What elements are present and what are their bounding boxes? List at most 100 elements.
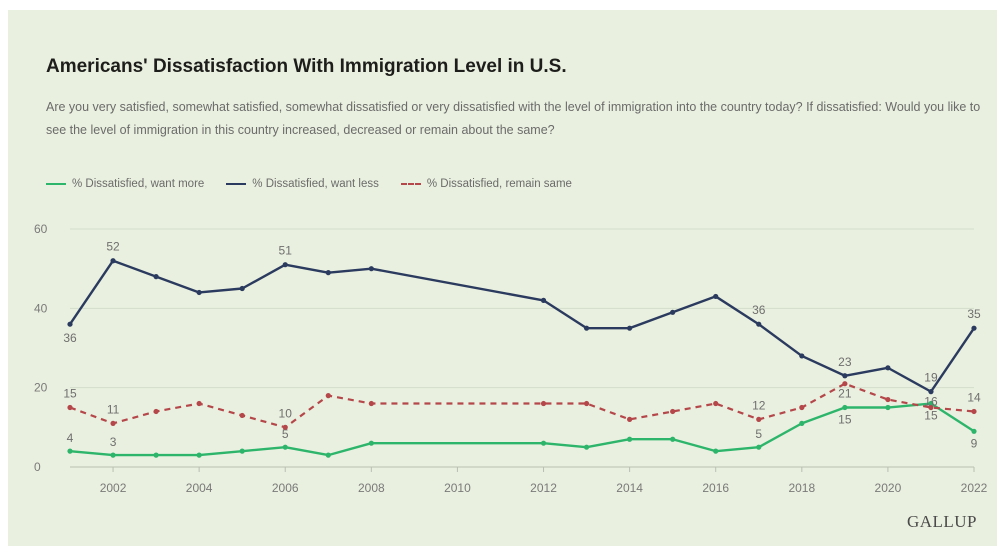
data-point-remain-same-2022 xyxy=(971,408,977,415)
data-point-want-more-2006 xyxy=(282,444,288,450)
chart-legend: % Dissatisfied, want more % Dissatisfied… xyxy=(46,178,572,190)
data-point-remain-same-2008 xyxy=(368,400,374,407)
data-point-want-more-2020 xyxy=(885,404,891,411)
data-point-want-less-2013 xyxy=(583,325,590,331)
legend-swatch-want-more xyxy=(46,183,66,185)
data-point-want-less-2017 xyxy=(756,321,762,327)
data-point-want-more-2012 xyxy=(540,440,547,446)
data-label-want-less-2019: 23 xyxy=(838,355,852,369)
data-label-want-more-2002: 3 xyxy=(110,435,117,449)
data-label-want-more-2006: 5 xyxy=(282,427,289,441)
data-point-want-less-2021 xyxy=(928,389,934,395)
data-point-want-less-2018 xyxy=(799,353,805,359)
x-tick-label-2002: 2002 xyxy=(100,481,127,495)
legend-item-want-more: % Dissatisfied, want more xyxy=(46,178,204,190)
data-point-remain-same-2019 xyxy=(842,381,848,387)
data-label-want-more-2021: 15 xyxy=(924,409,938,423)
data-point-remain-same-2015 xyxy=(670,408,676,415)
data-point-want-more-2004 xyxy=(196,452,202,458)
chart-card: Americans' Dissatisfaction With Immigrat… xyxy=(8,10,997,546)
data-point-remain-same-2005 xyxy=(239,412,245,419)
data-point-want-less-2002 xyxy=(110,258,116,264)
x-tick-label-2012: 2012 xyxy=(530,481,557,495)
data-point-want-less-2007 xyxy=(325,270,331,276)
data-label-remain-same-2021: 16 xyxy=(924,395,938,409)
y-tick-label-0: 0 xyxy=(34,460,41,474)
legend-swatch-want-less xyxy=(226,183,247,185)
data-point-want-more-2017 xyxy=(756,444,762,450)
data-point-want-less-2015 xyxy=(670,309,676,315)
data-point-remain-same-2003 xyxy=(153,408,159,415)
data-point-want-less-2019 xyxy=(842,373,848,379)
data-label-want-more-2017: 5 xyxy=(755,427,762,441)
data-point-want-less-2008 xyxy=(368,266,374,272)
data-point-remain-same-2016 xyxy=(713,400,719,407)
data-point-want-more-2015 xyxy=(670,436,676,442)
data-point-want-more-2022 xyxy=(971,428,977,434)
data-point-remain-same-2001 xyxy=(67,404,73,411)
data-label-want-less-2021: 19 xyxy=(924,371,938,385)
x-tick-label-2004: 2004 xyxy=(186,481,213,495)
data-point-remain-same-2004 xyxy=(196,400,202,407)
data-label-want-less-2002: 52 xyxy=(106,240,120,254)
data-point-want-less-2020 xyxy=(885,365,891,371)
data-point-want-less-2001 xyxy=(67,321,73,327)
chart-subtitle: Are you very satisfied, somewhat satisfi… xyxy=(46,100,981,137)
data-label-remain-same-2022: 14 xyxy=(967,390,981,404)
data-point-remain-same-2006 xyxy=(282,424,288,430)
legend-item-remain-same: % Dissatisfied, remain same xyxy=(400,178,572,190)
data-label-want-less-2006: 51 xyxy=(279,244,293,258)
x-tick-label-2010: 2010 xyxy=(444,481,471,495)
data-point-want-less-2012 xyxy=(540,297,547,303)
data-label-want-more-2001: 4 xyxy=(67,431,74,445)
y-tick-label-20: 20 xyxy=(34,381,48,395)
legend-label-remain-same: % Dissatisfied, remain same xyxy=(426,178,572,190)
x-tick-label-2006: 2006 xyxy=(272,481,299,495)
legend-item-want-less: % Dissatisfied, want less xyxy=(226,178,379,190)
data-label-want-more-2022: 9 xyxy=(971,436,978,450)
legend-label-want-more: % Dissatisfied, want more xyxy=(72,178,205,190)
data-point-remain-same-2012 xyxy=(540,400,547,407)
data-label-remain-same-2017: 12 xyxy=(752,398,766,412)
data-point-want-more-2019 xyxy=(842,404,848,411)
data-label-want-less-2022: 35 xyxy=(967,307,981,321)
line-chart: 0 20 40 60 2002 2004 2006 2008 2010 2012 2014 2016 2… xyxy=(34,222,988,495)
data-point-want-more-2018 xyxy=(799,420,805,426)
data-point-want-more-2014 xyxy=(627,436,633,442)
x-tick-label-2008: 2008 xyxy=(358,481,385,495)
data-point-want-more-2021 xyxy=(928,400,934,407)
data-point-want-more-2005 xyxy=(239,448,245,454)
data-point-want-more-2008 xyxy=(368,440,374,446)
data-point-want-more-2001 xyxy=(67,448,73,454)
data-point-remain-same-2013 xyxy=(583,400,590,407)
chart-title: Americans' Dissatisfaction With Immigrat… xyxy=(46,56,567,77)
data-point-remain-same-2021 xyxy=(928,404,934,411)
data-point-want-more-2003 xyxy=(153,452,159,458)
gallup-logo: GALLUP xyxy=(906,512,977,531)
data-point-remain-same-2002 xyxy=(110,420,116,426)
data-point-want-more-2007 xyxy=(325,452,331,458)
x-tick-label-2016: 2016 xyxy=(702,481,729,495)
series-line-want-less xyxy=(69,259,975,393)
data-label-remain-same-2006: 10 xyxy=(279,406,293,420)
data-point-remain-same-2018 xyxy=(799,404,805,411)
legend-swatch-remain-same xyxy=(400,183,421,185)
data-label-want-less-2017: 36 xyxy=(752,303,766,317)
data-point-remain-same-2007 xyxy=(325,393,331,399)
legend-label-want-less: % Dissatisfied, want less xyxy=(252,178,379,190)
data-point-want-less-2003 xyxy=(153,274,159,280)
data-point-want-less-2004 xyxy=(196,289,202,296)
series-line-want-more xyxy=(69,402,975,457)
data-point-remain-same-2017 xyxy=(756,416,762,422)
x-tick-label-2022: 2022 xyxy=(961,481,988,495)
data-label-remain-same-2001: 15 xyxy=(63,387,77,401)
data-label-remain-same-2019: 21 xyxy=(838,387,852,401)
data-label-want-less-2001: 36 xyxy=(63,331,77,345)
data-point-want-more-2013 xyxy=(583,444,590,450)
data-point-want-less-2005 xyxy=(239,285,245,292)
x-tick-label-2014: 2014 xyxy=(616,481,643,495)
y-tick-label-40: 40 xyxy=(34,301,48,315)
data-point-want-less-2006 xyxy=(282,262,288,268)
data-point-remain-same-2020 xyxy=(885,396,891,403)
data-point-want-less-2016 xyxy=(713,293,719,300)
